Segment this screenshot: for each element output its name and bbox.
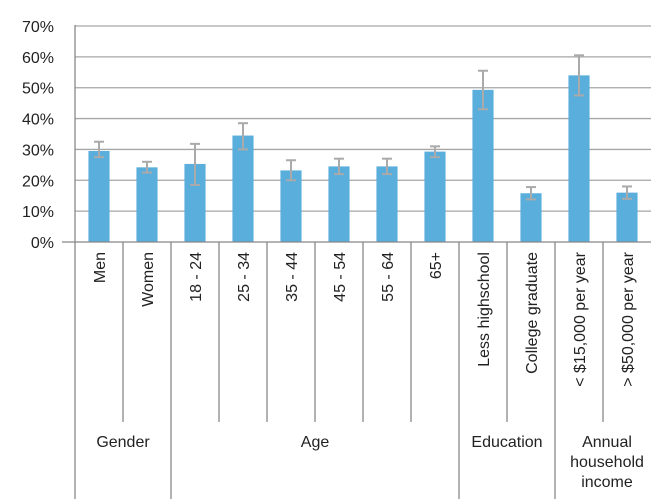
error-bar	[430, 145, 440, 159]
error-bars	[94, 54, 632, 201]
group-label: Age	[301, 434, 330, 451]
bar	[232, 135, 254, 242]
error-bar	[478, 69, 488, 111]
y-tick-label: 0%	[31, 235, 54, 252]
category-label: Women	[140, 252, 157, 307]
error-bar	[142, 160, 152, 174]
category-label: < $15,000 per year	[572, 251, 589, 386]
category-label: 65+	[428, 252, 445, 279]
error-bar	[382, 157, 392, 176]
group-label: Gender	[96, 434, 150, 451]
group-label: Annual household income	[570, 434, 644, 491]
category-label: 35 - 44	[284, 252, 301, 302]
group-labels: Gender Age Education Annual household income	[96, 434, 644, 491]
error-bar	[334, 157, 344, 176]
group-label-line: household	[570, 454, 644, 471]
error-bar	[286, 159, 296, 182]
bar	[568, 75, 590, 242]
bar	[472, 89, 494, 242]
category-label: Less highschool	[476, 252, 493, 367]
y-tick-label: 30%	[22, 142, 54, 159]
gridlines	[75, 25, 651, 212]
error-bar	[238, 122, 248, 151]
bar	[136, 167, 158, 242]
bar	[616, 192, 638, 242]
error-bar	[622, 185, 632, 200]
error-bar	[190, 142, 200, 186]
group-label-line: Annual	[582, 434, 632, 451]
category-label: 25 - 34	[236, 252, 253, 302]
bar	[424, 151, 446, 242]
bar	[88, 150, 110, 242]
bar	[520, 193, 542, 242]
y-tick-label: 40%	[22, 112, 54, 129]
y-tick-label: 20%	[22, 173, 54, 190]
error-bar	[574, 54, 584, 97]
category-label: 45 - 54	[332, 252, 349, 302]
y-tick-label: 50%	[22, 81, 54, 98]
bar	[280, 170, 302, 242]
y-tick-label: 70%	[22, 19, 54, 36]
bars	[88, 75, 638, 242]
category-label: 18 - 24	[188, 252, 205, 302]
category-label: College graduate	[524, 252, 541, 374]
bar	[184, 163, 206, 242]
group-label-line: income	[581, 474, 633, 491]
category-label: Men	[92, 252, 109, 283]
error-bar	[526, 186, 536, 201]
y-tick-labels: 0% 10% 20% 30% 40% 50% 60% 70%	[22, 19, 54, 252]
category-label: > $50,000 per year	[620, 251, 637, 386]
axes	[62, 25, 651, 499]
y-tick-label: 10%	[22, 204, 54, 221]
category-labels: Men Women 18 - 24 25 - 34 35 - 44 45 - 54 55 -…	[92, 251, 637, 386]
error-bar	[94, 140, 104, 159]
bar	[376, 166, 398, 242]
category-label: 55 - 64	[380, 252, 397, 302]
group-label: Education	[471, 434, 542, 451]
y-tick-label: 60%	[22, 50, 54, 67]
bar	[328, 166, 350, 242]
